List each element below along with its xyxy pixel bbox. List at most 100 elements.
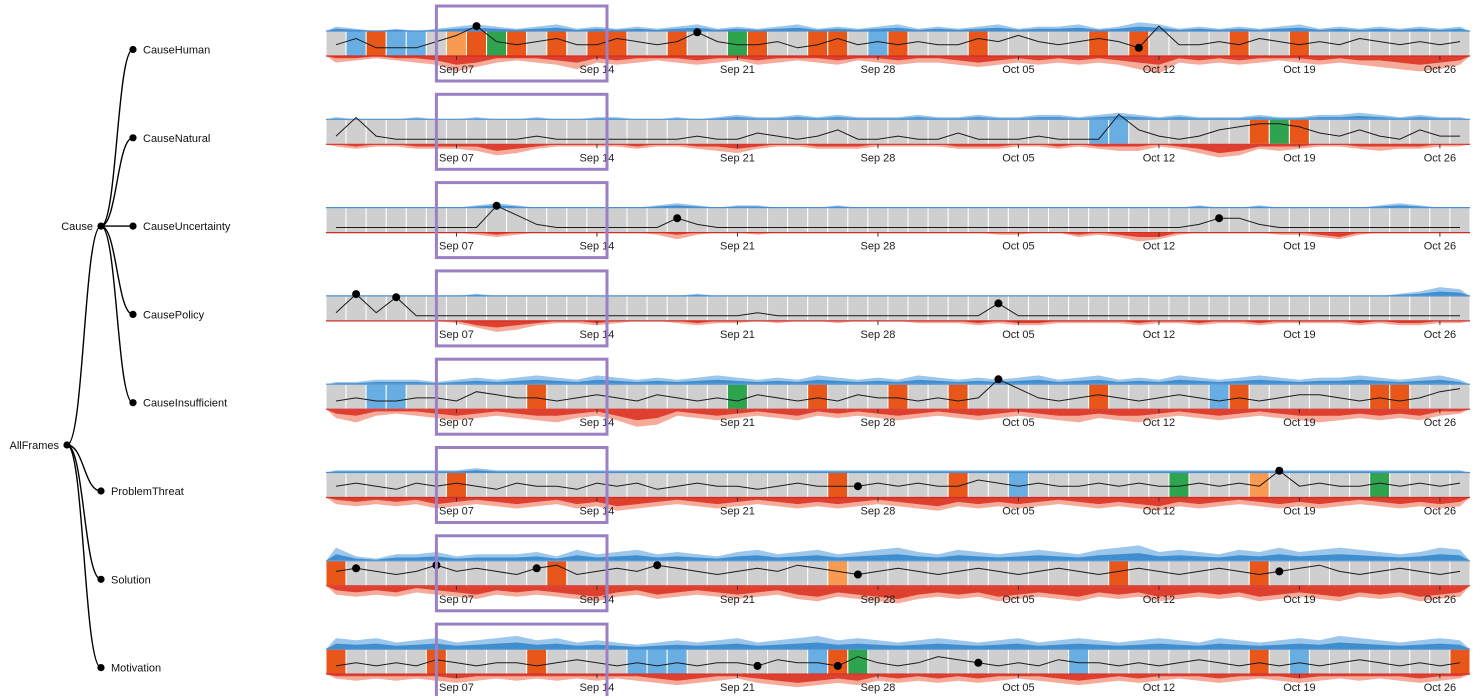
day-cell[interactable] [1168,118,1190,145]
day-cell-category[interactable] [365,30,387,57]
day-cell[interactable] [1048,560,1070,587]
day-cell[interactable] [405,207,427,234]
day-cell[interactable] [947,295,969,322]
day-cell[interactable] [325,295,347,322]
day-cell[interactable] [867,295,889,322]
day-cell[interactable] [1168,207,1190,234]
day-cell[interactable] [726,295,748,322]
day-cell[interactable] [706,207,728,234]
day-cell[interactable] [1088,207,1110,234]
day-cell[interactable] [1429,118,1451,145]
day-cell[interactable] [405,560,427,587]
day-cell[interactable] [1349,648,1371,675]
day-cell-category[interactable] [807,648,829,675]
day-cell[interactable] [787,118,809,145]
day-cell[interactable] [1208,295,1230,322]
day-cell[interactable] [606,207,628,234]
day-cell[interactable] [1288,560,1310,587]
day-cell[interactable] [1027,30,1050,57]
day-cell-category[interactable] [1369,383,1391,410]
day-cell[interactable] [646,118,668,145]
day-cell[interactable] [445,383,467,410]
day-cell-category[interactable] [445,472,467,498]
day-cell[interactable] [646,472,668,498]
day-cell[interactable] [1027,383,1050,410]
day-cell[interactable] [1048,383,1070,410]
day-cell[interactable] [887,648,909,675]
day-cell[interactable] [987,30,1009,57]
day-cell[interactable] [1168,30,1190,57]
day-cell[interactable] [907,472,929,498]
day-cell[interactable] [1409,383,1431,410]
day-cell[interactable] [666,118,688,145]
day-cell[interactable] [827,207,849,234]
day-cell[interactable] [1088,648,1110,675]
tree-node-causenatural[interactable] [129,134,137,142]
day-cell-category[interactable] [1449,648,1471,675]
day-cell[interactable] [1148,560,1170,587]
day-cell[interactable] [405,295,427,322]
day-cell[interactable] [345,207,367,234]
day-cell[interactable] [1389,118,1411,145]
day-cell[interactable] [365,560,387,587]
day-cell[interactable] [927,207,949,234]
day-cell[interactable] [385,648,407,675]
tree-node-problemthreat[interactable] [97,487,105,495]
day-cell[interactable] [666,560,688,587]
day-cell[interactable] [686,118,708,145]
day-cell[interactable] [887,560,909,587]
day-cell[interactable] [586,207,608,234]
day-cell-category[interactable] [365,383,387,410]
day-cell[interactable] [1188,560,1210,587]
day-cell[interactable] [626,560,648,587]
day-cell[interactable] [1449,118,1471,145]
day-cell-category[interactable] [405,30,427,57]
day-cell[interactable] [987,560,1009,587]
day-cell[interactable] [706,295,728,322]
day-cell[interactable] [566,295,588,322]
day-cell[interactable] [1128,560,1150,587]
day-cell[interactable] [606,118,628,145]
day-cell[interactable] [1429,207,1451,234]
tree-node-allframes[interactable] [63,441,71,449]
day-cell[interactable] [586,383,608,410]
day-cell[interactable] [1068,207,1090,234]
day-cell[interactable] [686,383,708,410]
day-cell[interactable] [1308,648,1331,675]
day-cell[interactable] [465,383,488,410]
day-cell-category[interactable] [626,648,648,675]
day-cell-category[interactable] [345,30,367,57]
day-cell[interactable] [325,207,347,234]
day-cell[interactable] [746,207,769,234]
event-dot[interactable] [352,290,361,299]
day-cell[interactable] [787,295,809,322]
day-cell[interactable] [927,383,949,410]
day-cell-category[interactable] [666,648,688,675]
day-cell[interactable] [486,207,508,234]
day-cell[interactable] [405,648,427,675]
day-cell[interactable] [546,295,568,322]
event-dot[interactable] [673,214,682,223]
day-cell[interactable] [506,295,528,322]
day-cell[interactable] [807,118,829,145]
day-cell[interactable] [1308,560,1331,587]
day-cell-category[interactable] [465,30,488,57]
day-cell[interactable] [1188,207,1210,234]
day-cell[interactable] [1409,472,1431,498]
day-cell-category[interactable] [947,383,969,410]
day-cell-category[interactable] [1248,648,1270,675]
event-dot[interactable] [1215,214,1224,223]
day-cell-category[interactable] [1108,560,1130,587]
day-cell[interactable] [566,207,588,234]
day-cell[interactable] [405,118,427,145]
day-cell[interactable] [486,295,508,322]
day-cell-category[interactable] [947,472,969,498]
day-cell[interactable] [1128,383,1150,410]
event-dot[interactable] [994,375,1003,384]
day-cell[interactable] [546,383,568,410]
day-cell[interactable] [706,383,728,410]
day-cell[interactable] [1329,118,1351,145]
day-cell-category[interactable] [526,648,548,675]
day-cell[interactable] [1308,383,1331,410]
day-cell[interactable] [1248,383,1270,410]
